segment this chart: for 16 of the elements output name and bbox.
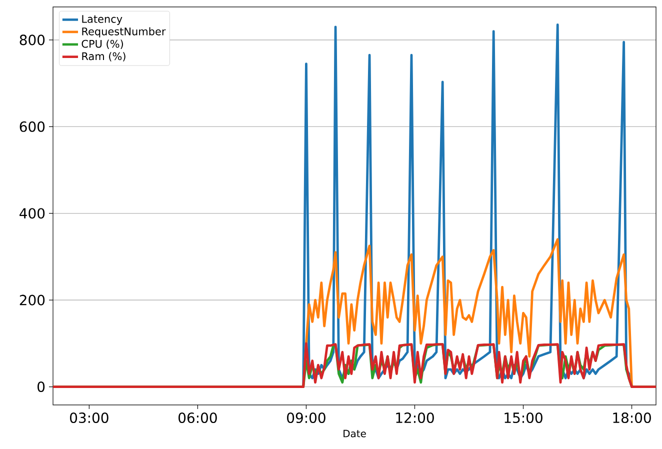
y-tick-label: 400 <box>20 208 45 219</box>
y-tick-label: 0 <box>38 381 45 392</box>
x-tick-label: 12:00 <box>396 412 434 424</box>
legend-label: Ram (%) <box>82 52 126 62</box>
legend-label: RequestNumber <box>82 27 166 38</box>
legend-label: CPU (%) <box>82 40 123 49</box>
x-axis-title: Date <box>344 430 366 438</box>
y-tick-label: 600 <box>20 121 45 132</box>
y-tick-label: 200 <box>20 294 45 306</box>
x-tick-label: 18:00 <box>613 412 651 424</box>
y-tick-label: 800 <box>20 34 45 46</box>
x-tick-label: 09:00 <box>287 412 326 424</box>
x-tick-label: 06:00 <box>178 412 217 424</box>
x-tick-label: 15:00 <box>504 412 542 424</box>
x-tick-label: 03:00 <box>70 412 108 424</box>
legend-label: Latency <box>82 15 122 25</box>
